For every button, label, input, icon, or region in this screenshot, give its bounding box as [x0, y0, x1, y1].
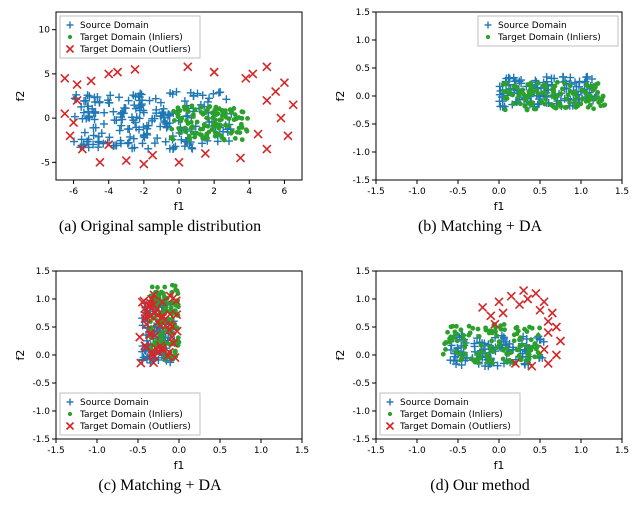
svg-text:-0.5: -0.5	[352, 379, 370, 389]
panel-d: -1.5 -1.0 -0.5 0.0 0.5 1.0 1.5 -1.5 -1.0 -0.5 0.0 0…	[320, 259, 640, 518]
caption-a: (a) Original sample distribution	[59, 218, 261, 236]
svg-text:Target Domain (Inliers): Target Domain (Inliers)	[79, 33, 183, 43]
svg-text:f1: f1	[174, 200, 185, 213]
svg-text:1.5: 1.5	[356, 267, 370, 277]
svg-text:0.0: 0.0	[492, 187, 507, 197]
svg-text:f1: f1	[494, 459, 505, 472]
svg-text:6: 6	[282, 187, 288, 197]
svg-text:-1.5: -1.5	[32, 435, 50, 445]
svg-text:0.0: 0.0	[356, 351, 371, 361]
svg-text:Source Domain: Source Domain	[80, 21, 149, 31]
svg-text:f2: f2	[14, 91, 27, 102]
svg-text:2: 2	[211, 187, 217, 197]
svg-text:Source Domain: Source Domain	[400, 398, 469, 408]
svg-text:-0.5: -0.5	[129, 446, 147, 456]
svg-text:-6: -6	[69, 187, 78, 197]
svg-text:-1.5: -1.5	[367, 446, 385, 456]
scatter-plot-b: -1.5 -1.0 -0.5 0.0 0.5 1.0 1.5 -1.5 -1.0 -0.5 0.0 0…	[330, 4, 630, 214]
caption-b: (b) Matching + DA	[418, 218, 542, 236]
caption-d: (d) Our method	[430, 477, 530, 495]
panel-c: -1.5 -1.0 -0.5 0.0 0.5 1.0 1.5 -1.5 -1.0 -0.5 0.0 0…	[0, 259, 320, 518]
svg-text:f2: f2	[334, 91, 347, 102]
svg-text:5: 5	[44, 70, 50, 80]
svg-text:f2: f2	[14, 350, 27, 361]
svg-text:0.5: 0.5	[213, 446, 227, 456]
svg-text:1.0: 1.0	[574, 446, 589, 456]
svg-text:Source Domain: Source Domain	[498, 21, 567, 31]
svg-text:-1.5: -1.5	[47, 446, 65, 456]
svg-text:1.0: 1.0	[36, 295, 51, 305]
scatter-plot-d: -1.5 -1.0 -0.5 0.0 0.5 1.0 1.5 -1.5 -1.0 -0.5 0.0 0…	[330, 263, 630, 473]
svg-text:-1.5: -1.5	[352, 435, 370, 445]
svg-text:0.5: 0.5	[533, 446, 547, 456]
svg-text:Target Domain (Inliers): Target Domain (Inliers)	[497, 33, 601, 43]
svg-text:4: 4	[246, 187, 252, 197]
svg-text:1.0: 1.0	[356, 295, 371, 305]
svg-text:-1.0: -1.0	[88, 446, 106, 456]
svg-text:0.0: 0.0	[172, 446, 187, 456]
svg-text:f2: f2	[334, 350, 347, 361]
svg-text:0.5: 0.5	[356, 323, 370, 333]
panel-b: -1.5 -1.0 -0.5 0.0 0.5 1.0 1.5 -1.5 -1.0 -0.5 0.0 0…	[320, 0, 640, 259]
svg-text:0.5: 0.5	[533, 187, 547, 197]
svg-text:-0.5: -0.5	[352, 120, 370, 130]
svg-text:Source Domain: Source Domain	[80, 398, 149, 408]
svg-text:-4: -4	[104, 187, 113, 197]
svg-text:-5: -5	[41, 158, 50, 168]
caption-c: (c) Matching + DA	[98, 477, 221, 495]
svg-text:-0.5: -0.5	[449, 446, 467, 456]
svg-text:1.5: 1.5	[615, 187, 629, 197]
svg-text:-1.0: -1.0	[32, 407, 50, 417]
svg-text:1.5: 1.5	[356, 8, 370, 18]
svg-text:-1.0: -1.0	[408, 446, 426, 456]
svg-text:f1: f1	[494, 200, 505, 213]
svg-text:1.5: 1.5	[615, 446, 629, 456]
svg-text:1.5: 1.5	[295, 446, 309, 456]
svg-text:-2: -2	[139, 187, 148, 197]
svg-text:0.0: 0.0	[356, 92, 371, 102]
svg-text:0: 0	[176, 187, 182, 197]
scatter-plot-a: -6 -4 -2 0 2 4 6 -5 0 5 10 f1 f2 Source Domain Target …	[10, 4, 310, 214]
svg-text:-1.0: -1.0	[408, 187, 426, 197]
svg-text:-1.5: -1.5	[367, 187, 385, 197]
svg-text:0: 0	[44, 114, 50, 124]
svg-text:Target Domain (Outliers): Target Domain (Outliers)	[399, 422, 511, 432]
svg-text:0.5: 0.5	[36, 323, 50, 333]
svg-text:f1: f1	[174, 459, 185, 472]
svg-text:-0.5: -0.5	[32, 379, 50, 389]
svg-text:Target Domain (Inliers): Target Domain (Inliers)	[399, 410, 503, 420]
scatter-plot-c: -1.5 -1.0 -0.5 0.0 0.5 1.0 1.5 -1.5 -1.0 -0.5 0.0 0…	[10, 263, 310, 473]
svg-text:1.0: 1.0	[356, 36, 371, 46]
svg-text:Target Domain (Outliers): Target Domain (Outliers)	[79, 422, 191, 432]
svg-text:1.0: 1.0	[254, 446, 269, 456]
svg-text:10: 10	[39, 26, 51, 36]
svg-text:-1.0: -1.0	[352, 407, 370, 417]
svg-text:1.5: 1.5	[36, 267, 50, 277]
svg-text:Target Domain (Inliers): Target Domain (Inliers)	[79, 410, 183, 420]
svg-text:0.5: 0.5	[356, 64, 370, 74]
svg-text:-1.5: -1.5	[352, 176, 370, 186]
svg-text:1.0: 1.0	[574, 187, 589, 197]
svg-text:-1.0: -1.0	[352, 148, 370, 158]
svg-text:-0.5: -0.5	[449, 187, 467, 197]
panel-a: -6 -4 -2 0 2 4 6 -5 0 5 10 f1 f2 Source Domain Target …	[0, 0, 320, 259]
svg-text:0.0: 0.0	[36, 351, 51, 361]
svg-text:Target Domain (Outliers): Target Domain (Outliers)	[79, 45, 191, 55]
svg-text:0.0: 0.0	[492, 446, 507, 456]
figure-grid: -6 -4 -2 0 2 4 6 -5 0 5 10 f1 f2 Source Domain Target …	[0, 0, 640, 518]
